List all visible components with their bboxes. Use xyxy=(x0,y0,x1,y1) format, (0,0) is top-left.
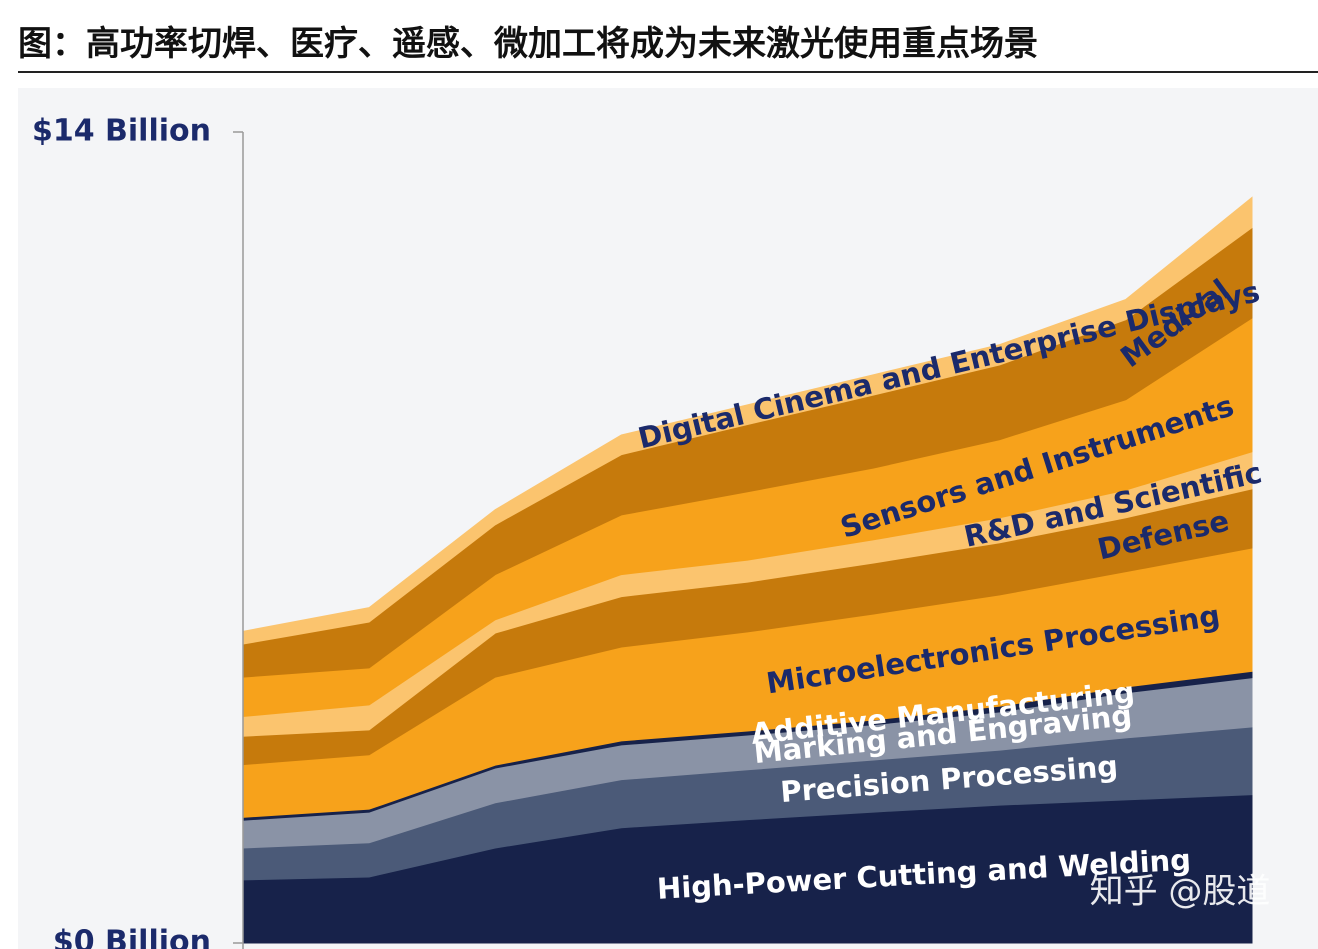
watermark: 知乎 @股道 xyxy=(1090,872,1271,912)
y-tick-label: $14 Billion xyxy=(32,114,211,149)
page-title: 图：高功率切焊、医疗、遥感、微加工将成为未来激光使用重点场景 xyxy=(18,24,1038,64)
areas xyxy=(242,196,1253,944)
y-tick-label: $0 Billion xyxy=(53,925,211,949)
area xyxy=(242,196,1253,645)
